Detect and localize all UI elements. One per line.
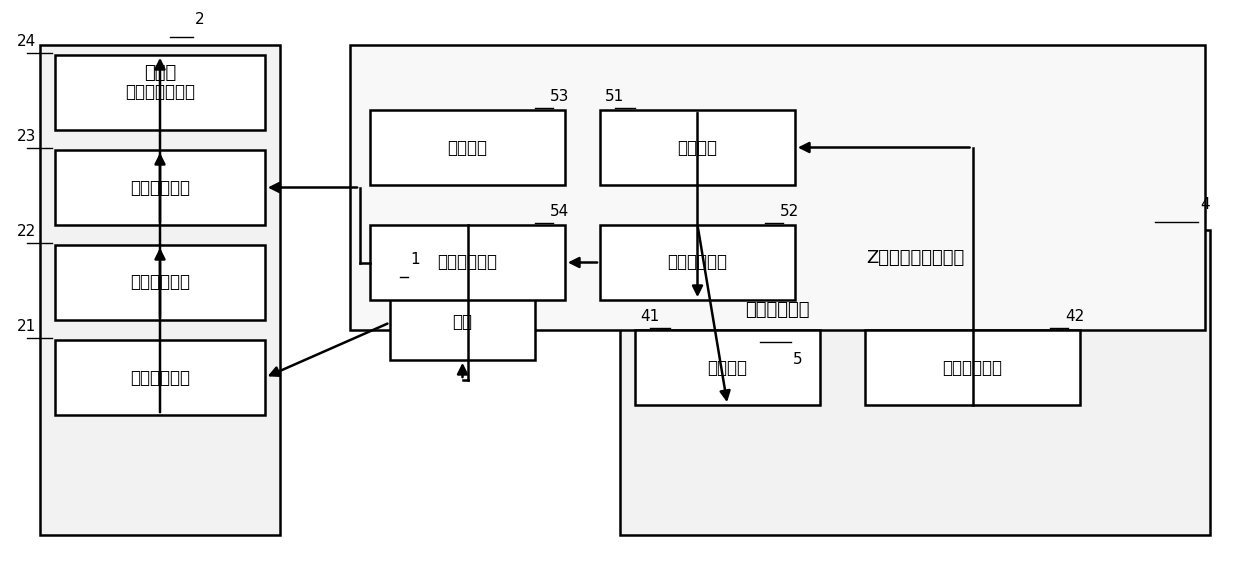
Text: 电源单元: 电源单元 bbox=[448, 138, 487, 157]
Text: 2: 2 bbox=[195, 12, 205, 27]
Text: 位置测量单元: 位置测量单元 bbox=[942, 359, 1002, 377]
Bar bbox=[55, 55, 265, 130]
Text: 5: 5 bbox=[792, 352, 802, 367]
Text: 53: 53 bbox=[551, 89, 569, 104]
Bar bbox=[370, 110, 565, 185]
Text: 电子控制模块: 电子控制模块 bbox=[745, 301, 810, 319]
Text: 1: 1 bbox=[410, 252, 419, 267]
Text: 电机驱动单元: 电机驱动单元 bbox=[667, 253, 728, 272]
Text: 图像处理单元: 图像处理单元 bbox=[130, 273, 190, 291]
Bar bbox=[55, 340, 265, 415]
Bar bbox=[600, 110, 795, 185]
Text: 21: 21 bbox=[17, 319, 36, 334]
Text: 微处理器: 微处理器 bbox=[677, 138, 718, 157]
Text: 照明驱动单元: 照明驱动单元 bbox=[438, 253, 497, 272]
Bar bbox=[635, 330, 820, 405]
Text: 22: 22 bbox=[17, 224, 36, 239]
Text: Z轴电动平移台模块: Z轴电动平移台模块 bbox=[866, 249, 965, 267]
Text: 51: 51 bbox=[605, 89, 624, 104]
Text: 探头: 探头 bbox=[453, 314, 472, 332]
Bar bbox=[370, 225, 565, 300]
Bar bbox=[391, 285, 534, 360]
Text: 面形计算单元: 面形计算单元 bbox=[130, 179, 190, 196]
Text: 52: 52 bbox=[780, 204, 800, 219]
Text: 23: 23 bbox=[17, 129, 36, 144]
Text: 4: 4 bbox=[1200, 197, 1210, 212]
Text: 41: 41 bbox=[640, 309, 660, 324]
Text: 图像采集单元: 图像采集单元 bbox=[130, 369, 190, 387]
Bar bbox=[620, 230, 1210, 535]
Text: 上位机: 上位机 bbox=[144, 64, 176, 82]
Bar bbox=[350, 45, 1205, 330]
Bar bbox=[866, 330, 1080, 405]
Text: 检测结果输出单: 检测结果输出单 bbox=[125, 84, 195, 102]
Text: 步进电机: 步进电机 bbox=[708, 359, 748, 377]
Text: 24: 24 bbox=[17, 34, 36, 49]
Bar bbox=[40, 45, 280, 535]
Bar bbox=[55, 245, 265, 320]
Text: 54: 54 bbox=[551, 204, 569, 219]
Text: 42: 42 bbox=[1065, 309, 1084, 324]
Bar bbox=[600, 225, 795, 300]
Bar bbox=[55, 150, 265, 225]
